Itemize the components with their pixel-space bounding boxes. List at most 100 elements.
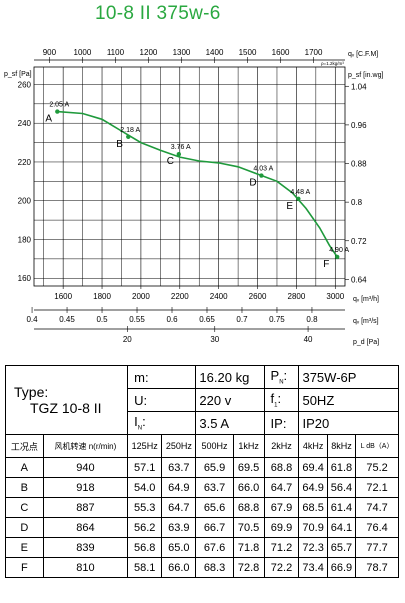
fan-performance-chart: 1600 1800 2000 2200 2400 2600 2800 3000 qᵥ [m³/h… <box>4 48 383 346</box>
noise-row: A 940 57.1 63.7 65.9 69.5 68.8 69.4 61.8 75.2 <box>5 457 399 478</box>
noise-cell: 918 <box>42 477 129 498</box>
x-tick-label-m3s: 0.75 <box>269 315 285 324</box>
density-note: ρ=1.2kg/m³ <box>321 61 344 66</box>
y-tick-label-pa: 180 <box>18 235 32 244</box>
noise-cell: 70.9 <box>298 517 328 538</box>
noise-cell: 74.7 <box>355 497 399 518</box>
noise-cell: A <box>5 457 44 478</box>
noise-cell: 63.7 <box>195 477 234 498</box>
noise-cell: 71.8 <box>232 537 265 558</box>
x-tick-label-m3s: 0.6 <box>166 315 178 324</box>
rated-power-sub: N <box>279 379 284 386</box>
frequency-value: 50HZ <box>298 388 399 412</box>
point-letter-label: D <box>249 178 256 189</box>
chart-labels: 1600 1800 2000 2200 2400 2600 2800 3000 qᵥ [m³/h… <box>4 48 383 346</box>
noise-cell: 940 <box>42 457 129 478</box>
x-tick-label-m3h: 1800 <box>93 292 111 301</box>
noise-cell: 64.7 <box>161 497 197 518</box>
y-tick-label-pa: 220 <box>18 158 32 167</box>
noise-cell: 63.9 <box>161 517 197 538</box>
noise-cell: 68.5 <box>298 497 328 518</box>
noise-cell: F <box>5 557 44 578</box>
point-letter-label: E <box>286 201 293 212</box>
noise-cell: 67.6 <box>195 537 234 558</box>
x-axis-label-m3s: qᵥ [m³/s] <box>353 318 379 325</box>
y-tick-label-pa: 260 <box>18 80 32 89</box>
noise-cell: 58.1 <box>127 557 163 578</box>
noise-cell: 810 <box>42 557 129 578</box>
x-tick-label-pd: 30 <box>210 335 219 344</box>
noise-cell: 864 <box>42 517 129 538</box>
type-value: TGZ 10-8 II <box>30 400 102 416</box>
noise-col-header: 风机转速 n(r/min) <box>42 434 129 458</box>
noise-cell: 67.9 <box>263 497 300 518</box>
rated-power-symbol: P <box>270 368 280 384</box>
x-tick-label-m3h: 2400 <box>210 292 228 301</box>
y-tick-label-inwg: 0.72 <box>351 237 367 246</box>
mass-label: m: <box>127 365 197 389</box>
operating-point <box>126 134 131 139</box>
operating-point <box>335 254 340 260</box>
type-cell: Type: TGZ 10-8 II <box>4 365 129 435</box>
point-current-label: 2.05 A <box>49 102 69 109</box>
point-letter-label: A <box>45 114 52 125</box>
noise-cell: 64.9 <box>298 477 328 498</box>
noise-cell: 72.2 <box>263 557 300 578</box>
noise-cell: E <box>5 537 44 558</box>
noise-cell: 56.2 <box>127 517 163 538</box>
frequency-label: f1: <box>263 388 300 412</box>
page-title: 10-8 II 375w-6 <box>95 3 221 24</box>
noise-cell: 70.5 <box>232 517 265 538</box>
frequency-sub: 1 <box>274 402 278 409</box>
chart-grid <box>34 67 345 286</box>
noise-col-header: 1kHz <box>232 434 265 458</box>
x-axis-label-pd: p_d [Pa] <box>353 339 379 346</box>
noise-row: D 864 56.2 63.9 66.7 70.5 69.9 70.9 64.1 76.4 <box>5 517 399 538</box>
noise-cell: 72.3 <box>298 537 328 558</box>
noise-cell: 65.9 <box>195 457 234 478</box>
noise-cell: 839 <box>42 537 129 558</box>
y-tick-label-inwg: 0.8 <box>351 198 363 207</box>
point-current-label: 4.48 A <box>290 189 310 196</box>
x-tick-label-m3h: 3000 <box>326 292 344 301</box>
x-tick-label-m3s: 0.55 <box>129 315 145 324</box>
type-label: Type: <box>14 384 49 400</box>
noise-col-header: L dB（A） <box>355 434 399 458</box>
x-tick-label-pd: 40 <box>304 335 313 344</box>
x-axis-label-m3h: qᵥ [m³/h] <box>353 296 379 303</box>
noise-col-header: 8kHz <box>326 434 357 458</box>
operating-point <box>259 173 264 178</box>
noise-cell: 64.7 <box>263 477 300 498</box>
noise-body: A 940 57.1 63.7 65.9 69.5 68.8 69.4 61.8 75.2 B 918… <box>5 457 399 578</box>
noise-col-header: 250Hz <box>161 434 197 458</box>
x-tick-label-m3s: 0.8 <box>306 315 318 324</box>
point-current-label: 2.18 A <box>120 127 140 134</box>
spec-table: Type: TGZ 10-8 II m: 16.20 kg PN: 375W-6… <box>4 365 399 578</box>
noise-cell: 57.1 <box>127 457 163 478</box>
x-tick-label-cfm: 1000 <box>74 48 92 57</box>
operating-point <box>296 196 301 201</box>
x-tick-label-m3h: 2800 <box>288 292 306 301</box>
current-label: IN: <box>127 411 197 435</box>
noise-row: E 839 56.8 65.0 67.6 71.8 71.2 72.3 65.7 77.7 <box>5 537 399 558</box>
point-letter-label: B <box>116 139 123 150</box>
point-current-label: 4.90 A <box>329 247 349 254</box>
noise-row: C 887 55.3 64.7 65.6 68.8 67.9 68.5 61.4 74.7 <box>5 497 399 518</box>
point-current-label: 3.76 A <box>171 144 191 151</box>
current-sub: N <box>137 425 143 432</box>
point-letter-label: F <box>323 259 329 270</box>
noise-cell: 72.1 <box>355 477 399 498</box>
plot-frame <box>33 66 346 287</box>
y-tick-label-pa: 240 <box>18 119 32 128</box>
noise-cell: 63.7 <box>161 457 197 478</box>
noise-cell: 69.9 <box>263 517 300 538</box>
current-value: 3.5 A <box>195 411 265 435</box>
x-tick-label-m3h: 2200 <box>171 292 189 301</box>
ip-value: IP20 <box>298 411 399 435</box>
x-tick-label-cfm: 1200 <box>140 48 158 57</box>
voltage-value: 220 v <box>195 388 265 412</box>
x-tick-label-m3s: 0.4 <box>26 315 38 324</box>
x-tick-label-cfm: 1600 <box>272 48 290 57</box>
x-tick-label-cfm: 1300 <box>173 48 191 57</box>
ip-label: IP: <box>263 411 300 435</box>
